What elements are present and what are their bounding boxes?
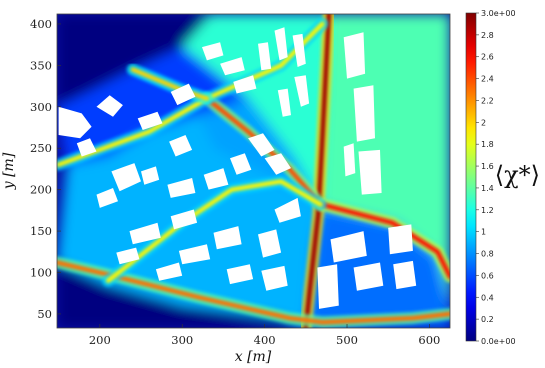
building-25 — [203, 168, 229, 190]
building-33 — [261, 265, 288, 291]
x-tick-label: 500 — [336, 333, 358, 347]
building-6 — [137, 111, 163, 130]
y-tick-label: 100 — [30, 265, 52, 279]
building-38 — [353, 262, 384, 291]
colorbar-tick-label: 0.2 — [481, 315, 494, 324]
colorbar-tick-label: 0.6 — [481, 271, 494, 280]
building-9 — [220, 57, 245, 76]
street-mid-street — [105, 179, 323, 284]
building-27 — [129, 222, 161, 245]
building-24 — [167, 178, 196, 198]
y-tick-label: 250 — [30, 141, 52, 155]
building-40 — [317, 264, 339, 309]
building-5 — [76, 138, 97, 157]
y-tick-label: 150 — [30, 224, 52, 238]
colorbar-tick-label: 2.4 — [481, 75, 494, 84]
street-diagonal-street-ne — [320, 202, 450, 279]
colorbar-title: ⟨χ*⟩ — [495, 161, 540, 189]
building-17 — [353, 85, 375, 142]
building-34 — [274, 197, 301, 223]
x-tick-label: 600 — [418, 333, 440, 347]
colorbar-gradient — [466, 13, 476, 341]
y-tick-label: 300 — [30, 100, 52, 114]
colorbar-tick-label: 0.8 — [481, 250, 494, 259]
colorbar-tick-label: 1.2 — [481, 206, 494, 215]
colorbar-tick-label: 2 — [481, 118, 486, 127]
building-22 — [169, 135, 193, 157]
building-4 — [96, 188, 118, 208]
colorbar-tick-label: 1.6 — [481, 162, 494, 171]
colorbar-tick-label: 2.2 — [481, 96, 494, 105]
colorbar-tick-label: 0.0e+00 — [481, 337, 516, 346]
street-north-street — [303, 14, 332, 328]
plot-frame — [56, 13, 451, 329]
zone-open-water-southwest — [57, 262, 306, 328]
building-39 — [388, 224, 413, 255]
building-16 — [343, 32, 366, 79]
building-29 — [178, 244, 211, 265]
building-footprints — [58, 27, 417, 309]
building-36 — [116, 247, 140, 265]
y-axis-ticks: 50 100 150 200 250 300 350 400 — [30, 17, 61, 321]
y-tick-label: 400 — [30, 17, 52, 31]
building-20 — [248, 133, 275, 157]
x-axis-ticks: 200 300 400 500 600 — [89, 324, 440, 347]
x-tick-label: 200 — [89, 333, 111, 347]
building-8 — [202, 42, 224, 61]
x-tick-label: 400 — [254, 333, 276, 347]
building-37 — [330, 231, 367, 263]
colorbar-tick-label: 1.8 — [481, 140, 494, 149]
colorbar-tick-label: 1.4 — [481, 184, 494, 193]
building-14 — [294, 75, 310, 107]
building-41 — [393, 260, 417, 290]
colorbar: 0.0e+00 0.2 0.4 0.6 0.8 1 1.2 1.4 1.6 1.8 2 2.2 2.4 2… — [465, 9, 516, 346]
building-12 — [274, 27, 288, 61]
building-18 — [358, 149, 382, 195]
building-3 — [111, 163, 141, 192]
building-21 — [264, 153, 291, 175]
building-28 — [170, 209, 198, 230]
zone-west-triangle — [57, 47, 249, 165]
y-tick-label: 350 — [30, 58, 52, 72]
colorbar-ticks: 0.0e+00 0.2 0.4 0.6 0.8 1 1.2 1.4 1.6 1.8 2 2.2 2.4 2… — [476, 9, 516, 346]
building-10 — [233, 75, 257, 94]
y-tick-label: 50 — [37, 307, 52, 321]
building-31 — [226, 264, 254, 285]
street-canyons — [57, 14, 450, 328]
colorbar-tick-label: 3.0e+00 — [481, 9, 516, 18]
building-23 — [141, 166, 160, 185]
y-axis-label: y [m] — [1, 152, 17, 190]
building-26 — [230, 153, 252, 175]
x-tick-label: 300 — [171, 333, 193, 347]
building-35 — [155, 262, 183, 281]
building-32 — [258, 229, 282, 258]
colorbar-tick-label: 1 — [481, 228, 486, 237]
colorbar-tick-label: 2.8 — [481, 31, 494, 40]
y-tick-label: 200 — [30, 183, 52, 197]
building-1 — [58, 106, 92, 139]
building-15 — [277, 88, 291, 117]
building-2 — [96, 95, 123, 117]
colorbar-tick-label: 0.4 — [481, 293, 494, 302]
building-11 — [258, 42, 272, 71]
heatmap-plot-area — [56, 13, 451, 329]
building-30 — [213, 226, 242, 250]
building-7 — [170, 83, 196, 106]
building-13 — [292, 33, 306, 67]
x-axis-label: x [m] — [235, 349, 272, 365]
zone-open-water-northwest — [57, 14, 212, 107]
colorbar-tick-label: 2.6 — [481, 53, 494, 62]
building-19 — [343, 143, 356, 177]
colorbar-frame — [465, 12, 477, 342]
